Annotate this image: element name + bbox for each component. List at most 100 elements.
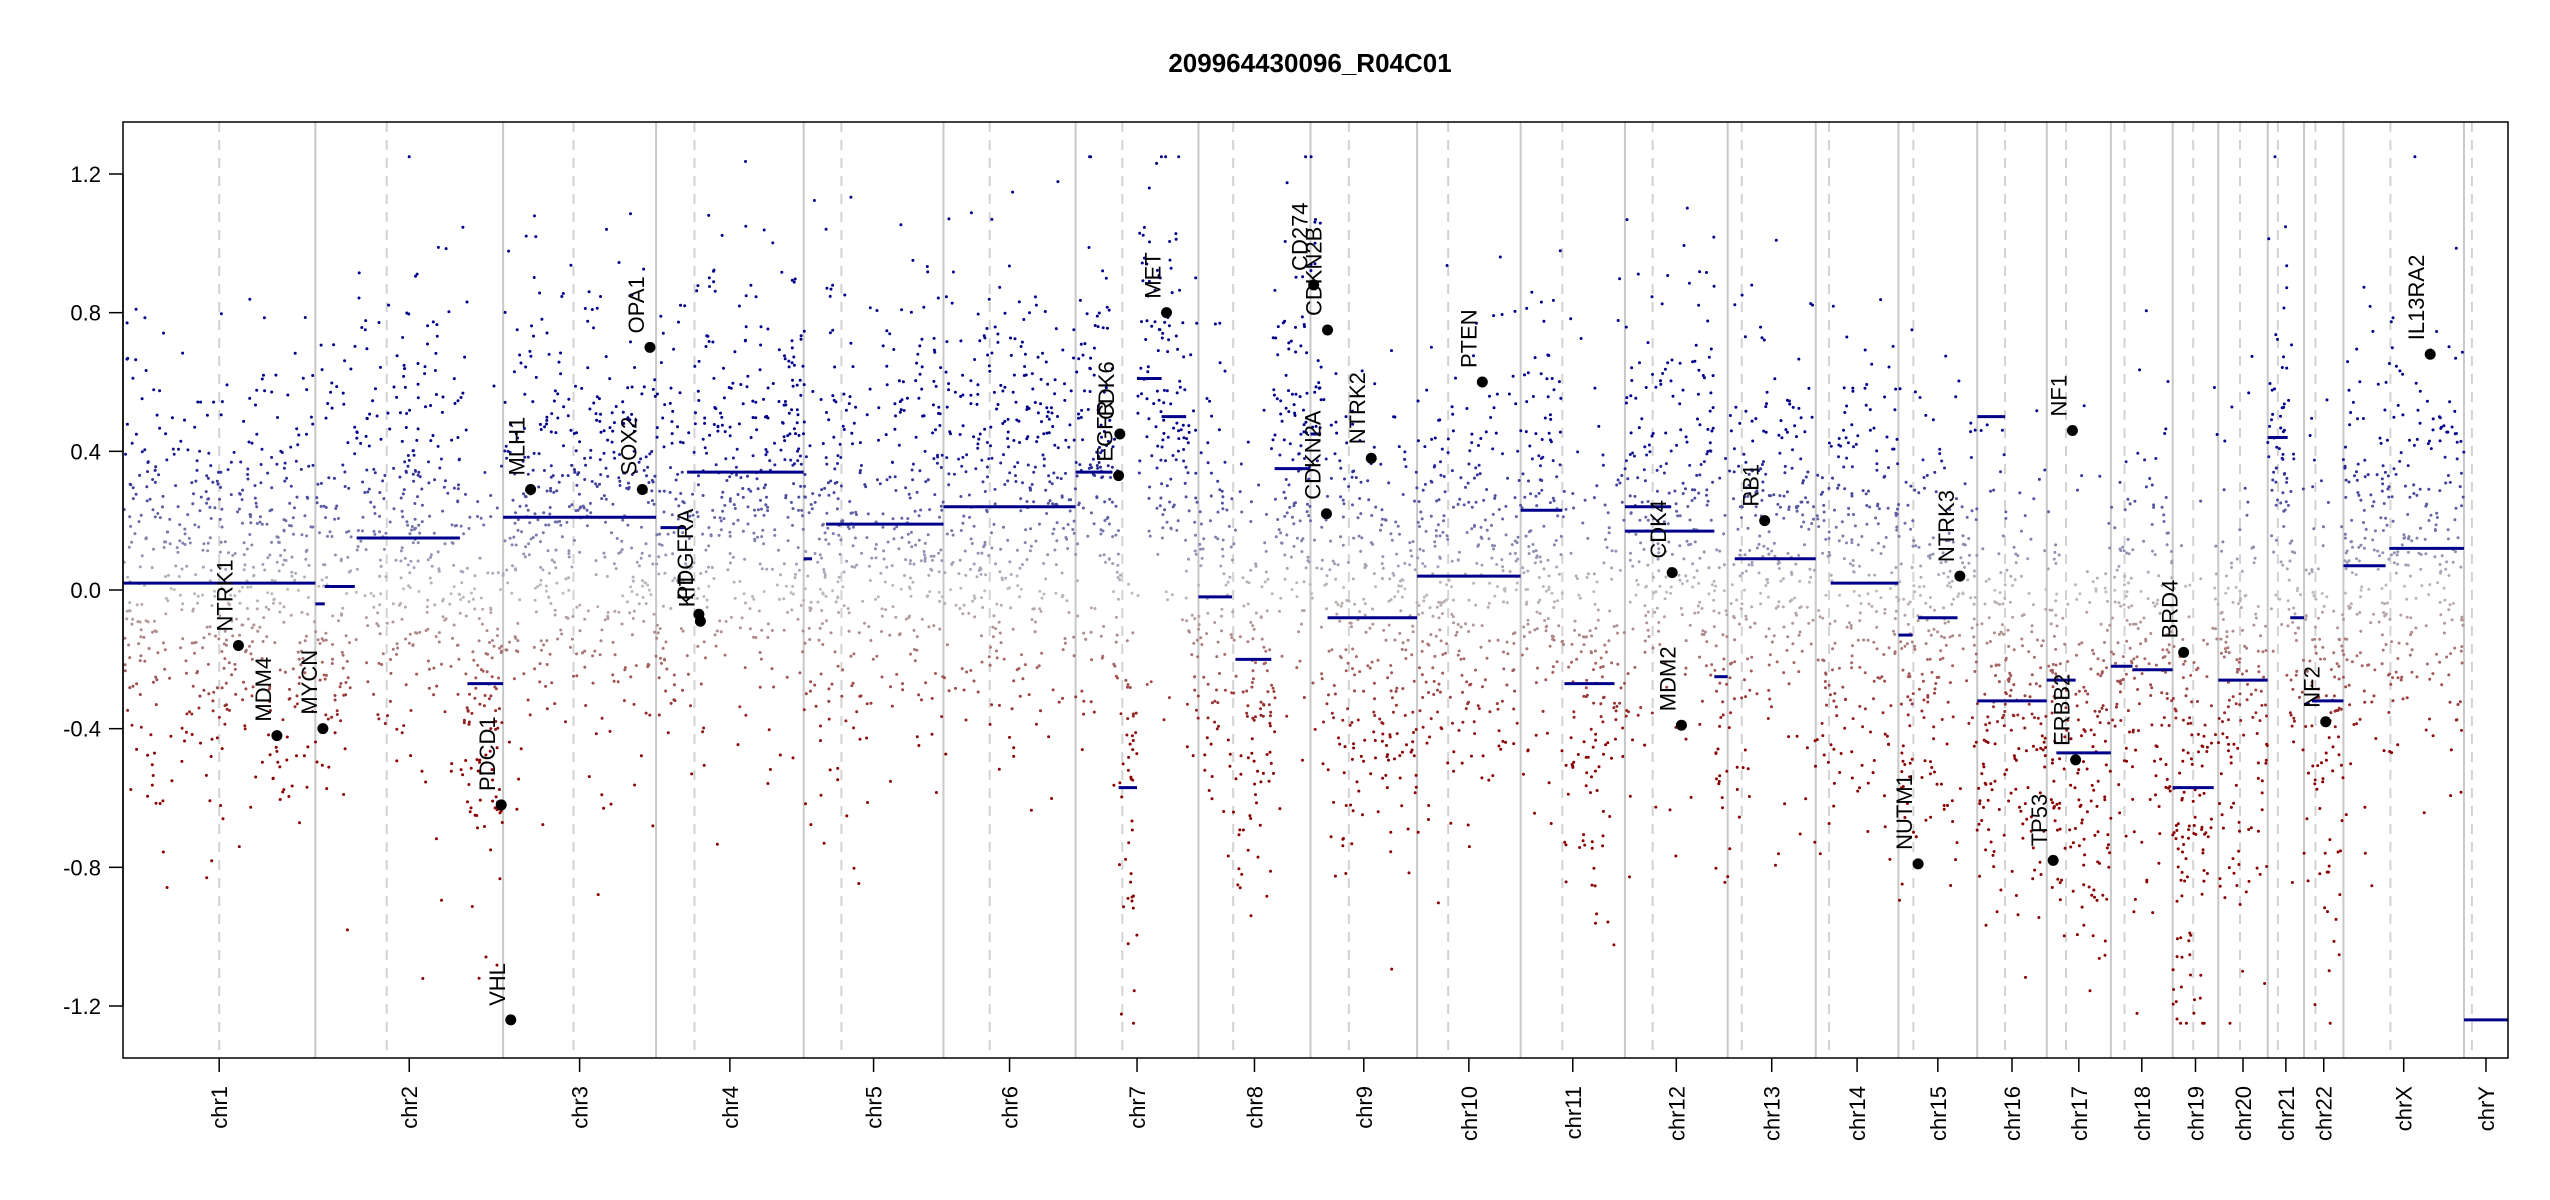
probe-point bbox=[1514, 515, 1518, 519]
probe-point bbox=[876, 595, 880, 599]
probe-point bbox=[378, 603, 382, 607]
probe-point bbox=[1289, 339, 1293, 343]
probe-point bbox=[683, 304, 687, 308]
probe-point bbox=[1130, 591, 1134, 595]
probe-point bbox=[230, 619, 234, 623]
probe-point bbox=[907, 585, 911, 589]
probe-point bbox=[799, 462, 803, 466]
probe-point bbox=[1056, 415, 1059, 418]
probe-point bbox=[138, 659, 142, 663]
probe-point bbox=[583, 478, 587, 481]
probe-point bbox=[686, 672, 690, 676]
probe-point bbox=[1677, 573, 1681, 577]
probe-point bbox=[554, 566, 558, 570]
probe-point bbox=[1696, 604, 1700, 608]
probe-point bbox=[709, 534, 713, 538]
probe-point bbox=[447, 310, 451, 314]
probe-point bbox=[990, 217, 994, 221]
probe-point bbox=[378, 530, 381, 534]
probe-point bbox=[1446, 437, 1450, 441]
probe-point bbox=[1042, 464, 1046, 468]
probe-point bbox=[162, 331, 165, 335]
probe-point bbox=[688, 514, 692, 518]
probe-point bbox=[793, 277, 797, 281]
probe-point bbox=[1492, 547, 1495, 551]
probe-point bbox=[1456, 558, 1460, 562]
probe-point bbox=[1320, 625, 1323, 629]
probe-point bbox=[1594, 661, 1598, 665]
probe-point bbox=[844, 408, 848, 412]
probe-point bbox=[1269, 710, 1273, 714]
probe-point bbox=[1490, 544, 1494, 547]
probe-point bbox=[1480, 624, 1484, 628]
probe-point bbox=[615, 537, 619, 540]
probe-point bbox=[787, 365, 791, 369]
probe-point bbox=[1516, 557, 1520, 561]
probe-point bbox=[1119, 712, 1123, 716]
probe-point bbox=[1006, 437, 1010, 440]
probe-point bbox=[285, 758, 289, 762]
probe-point bbox=[1284, 496, 1287, 500]
probe-point bbox=[1097, 461, 1101, 464]
probe-point bbox=[1631, 627, 1635, 631]
probe-point bbox=[359, 539, 363, 543]
probe-point bbox=[566, 474, 570, 478]
probe-point bbox=[177, 575, 181, 578]
probe-point bbox=[1612, 625, 1616, 628]
probe-point bbox=[213, 506, 217, 510]
probe-point bbox=[764, 453, 768, 457]
probe-point bbox=[1718, 476, 1722, 480]
probe-point bbox=[644, 455, 648, 459]
probe-point bbox=[562, 444, 565, 448]
probe-point bbox=[1725, 635, 1729, 639]
probe-point bbox=[799, 337, 803, 341]
probe-point bbox=[639, 754, 643, 758]
probe-point bbox=[630, 412, 634, 416]
probe-point bbox=[782, 597, 786, 601]
probe-point bbox=[1466, 481, 1470, 485]
probe-point bbox=[917, 396, 921, 400]
probe-point bbox=[1301, 758, 1304, 762]
probe-point bbox=[1750, 605, 1754, 609]
probe-point bbox=[538, 662, 542, 666]
probe-point bbox=[543, 425, 547, 429]
probe-point bbox=[760, 628, 764, 632]
probe-point bbox=[878, 482, 882, 486]
probe-point bbox=[1779, 419, 1783, 423]
probe-point bbox=[542, 643, 546, 647]
probe-point bbox=[143, 583, 146, 587]
probe-point bbox=[936, 455, 940, 459]
probe-point bbox=[736, 518, 740, 522]
probe-point bbox=[164, 432, 168, 436]
probe-point bbox=[1273, 288, 1277, 292]
probe-point bbox=[1495, 563, 1499, 566]
probe-point bbox=[976, 551, 980, 555]
probe-point bbox=[187, 536, 191, 540]
probe-point bbox=[1850, 465, 1854, 469]
probe-point bbox=[1119, 573, 1122, 577]
probe-point bbox=[1839, 444, 1843, 448]
probe-point bbox=[1573, 619, 1577, 623]
probe-point bbox=[365, 417, 369, 421]
probe-point bbox=[737, 422, 741, 426]
probe-point bbox=[333, 553, 337, 557]
probe-point bbox=[1523, 373, 1526, 377]
probe-point bbox=[920, 387, 924, 391]
probe-point bbox=[1300, 609, 1304, 613]
probe-point bbox=[697, 587, 701, 590]
probe-point bbox=[1552, 543, 1556, 547]
probe-point bbox=[1015, 548, 1019, 552]
probe-point bbox=[845, 814, 849, 818]
probe-point bbox=[344, 681, 348, 684]
probe-point bbox=[1648, 450, 1652, 454]
probe-point bbox=[128, 515, 132, 519]
probe-point bbox=[294, 571, 298, 575]
probe-point bbox=[1421, 611, 1424, 615]
probe-point bbox=[1228, 752, 1232, 756]
probe-point bbox=[429, 581, 433, 585]
probe-point bbox=[1436, 688, 1439, 692]
probe-point bbox=[964, 470, 968, 474]
probe-point bbox=[1194, 276, 1198, 280]
probe-point bbox=[679, 627, 683, 631]
probe-point bbox=[1194, 428, 1198, 432]
